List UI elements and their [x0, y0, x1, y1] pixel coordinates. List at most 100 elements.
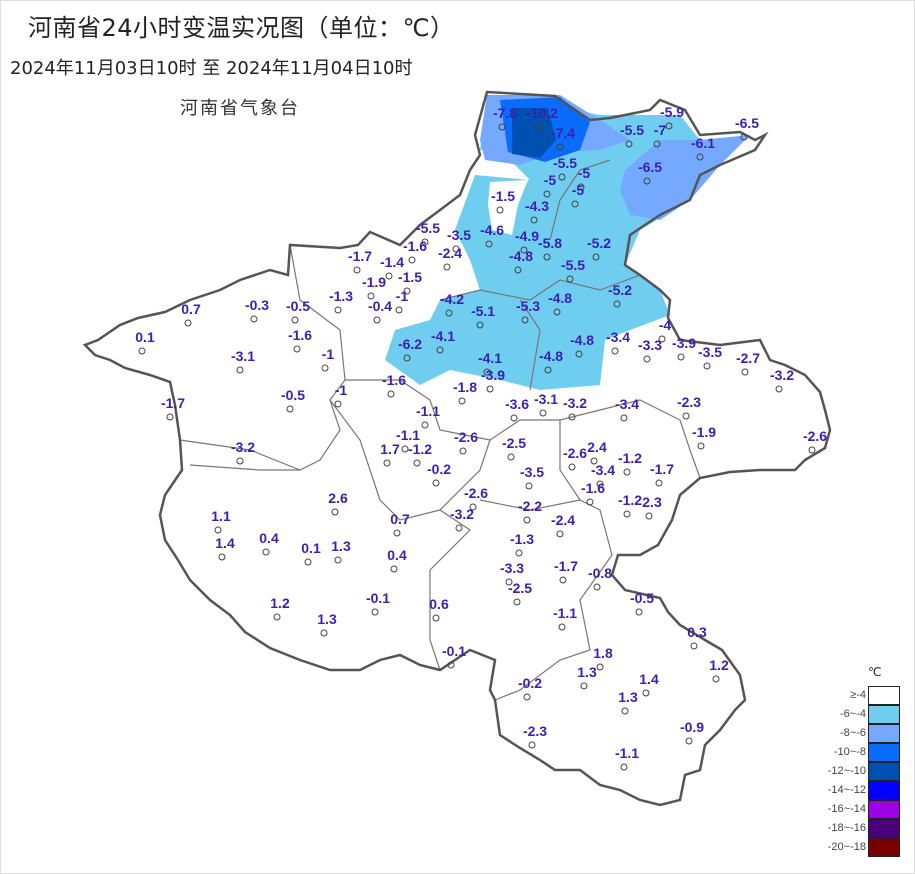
station: -5.2: [608, 282, 632, 308]
legend-item: -18~-16: [828, 819, 902, 838]
legend-swatch: [868, 762, 900, 781]
station: -1.2: [408, 441, 432, 467]
station: -1.6: [581, 480, 605, 506]
station-value: -3.3: [500, 560, 524, 576]
station-value: -3.2: [450, 506, 474, 522]
station-value: -1.6: [403, 238, 427, 254]
station-value: -6.2: [398, 336, 422, 352]
station-marker: [304, 558, 312, 566]
station-marker: [577, 183, 585, 191]
station-marker: [390, 565, 398, 573]
station: -3.6: [505, 396, 529, 422]
city-boundary: [179, 439, 301, 471]
station-value: -3.5: [447, 227, 471, 243]
station: -6.2: [398, 336, 422, 362]
station-value: 0.4: [387, 547, 407, 563]
station-value: -2.6: [563, 445, 587, 461]
station-marker: [458, 397, 466, 405]
station-marker: [184, 319, 192, 327]
legend-label: -14~-12: [827, 784, 866, 796]
station: -5: [571, 182, 584, 208]
station-marker: [623, 510, 631, 518]
station: -3.5: [447, 227, 471, 253]
station-marker: [613, 300, 621, 308]
station-value: -3.9: [672, 335, 696, 351]
agency-name: 河南省气象台: [180, 98, 300, 119]
station-marker: [775, 385, 783, 393]
station-marker: [334, 400, 342, 408]
station-value: -1: [396, 288, 409, 304]
map-title: 河南省24小时变温实况图（单位：℃）: [28, 14, 455, 42]
station: 1.3: [577, 664, 597, 690]
station-marker: [690, 642, 698, 650]
station-value: -5.8: [538, 235, 562, 251]
station-value: -4.1: [478, 350, 502, 366]
legend-swatch: [868, 686, 900, 705]
station: -1.9: [362, 274, 386, 300]
legend-item: -8~-6: [832, 724, 902, 743]
station-marker: [685, 737, 693, 745]
station-marker: [620, 414, 628, 422]
station-marker: [703, 362, 711, 370]
station-marker: [645, 512, 653, 520]
legend-swatch: [868, 800, 900, 819]
station-value: -0.5: [630, 590, 654, 606]
station: -1.8: [453, 379, 477, 405]
province-outline: [82, 90, 832, 807]
station-value: -1: [335, 382, 348, 398]
station-marker: [539, 409, 547, 417]
station: -0.5: [281, 387, 305, 413]
legend-item: -12~-10: [828, 762, 902, 781]
station-marker: [658, 335, 666, 343]
station: -1.6: [382, 372, 406, 398]
city-boundary: [494, 554, 613, 701]
station: -2.3: [523, 723, 547, 749]
station: -6.5: [735, 115, 759, 141]
station-marker: [677, 353, 685, 361]
station: -5: [543, 172, 556, 198]
station-marker: [138, 347, 146, 355]
station: -2.4: [438, 245, 462, 271]
station-value: -1.5: [491, 188, 515, 204]
station-value: 0.3: [687, 624, 707, 640]
station: -3.2: [563, 395, 587, 421]
station: 1.3: [618, 689, 638, 715]
station-value: -5.2: [587, 235, 611, 251]
station: -7.4: [551, 125, 575, 151]
station-marker: [367, 292, 375, 300]
station-value: -0.1: [366, 590, 390, 606]
station: -1.2: [618, 492, 642, 518]
station-marker: [331, 508, 339, 516]
station-marker: [373, 316, 381, 324]
station-marker: [334, 556, 342, 564]
station: -3.9: [481, 367, 505, 393]
station: -4.8: [570, 332, 594, 358]
station-value: -5.5: [561, 257, 585, 273]
station-marker: [385, 272, 393, 280]
station-value: -0.5: [281, 387, 305, 403]
station: -1.7: [161, 395, 185, 421]
station-marker: [443, 263, 451, 271]
station: -4.9: [515, 228, 539, 254]
station: -1.3: [329, 288, 353, 314]
station: -4: [658, 317, 671, 343]
station-marker: [387, 390, 395, 398]
legend-label: -8~-6: [840, 727, 866, 739]
station: -3.3: [638, 337, 662, 363]
station: -1.7: [554, 558, 578, 584]
station-marker: [521, 316, 529, 324]
station-marker: [507, 453, 515, 461]
station-marker: [620, 763, 628, 771]
station-marker: [485, 240, 493, 248]
temp-zone-above-4: [488, 180, 528, 235]
station-value: -0.2: [427, 461, 451, 477]
station: -5.5: [416, 220, 440, 246]
station: 0.4: [387, 547, 407, 573]
station-value: -3.1: [231, 348, 255, 364]
station-marker: [262, 548, 270, 556]
station-value: 1.3: [317, 611, 337, 627]
station-value: -4.3: [525, 198, 549, 214]
station-marker: [712, 675, 720, 683]
station-value: -0.2: [518, 675, 542, 691]
station-value: -3.4: [606, 329, 630, 345]
